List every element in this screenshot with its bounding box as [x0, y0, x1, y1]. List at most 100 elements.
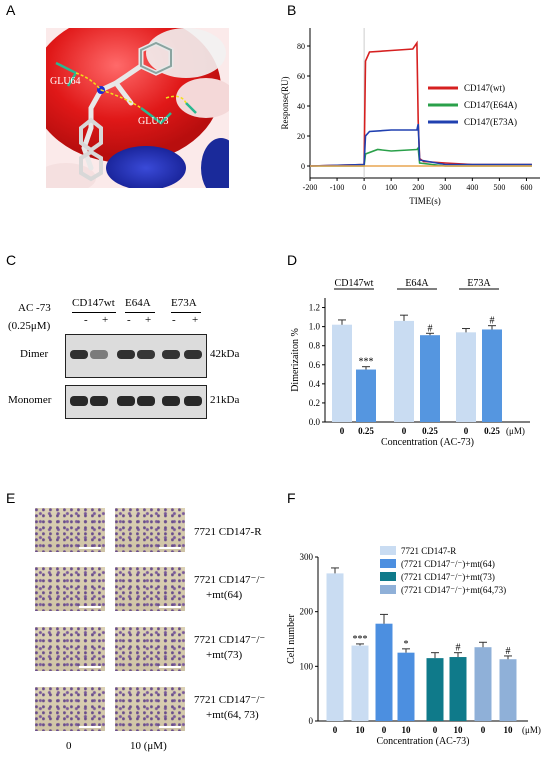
panel-label-f: F	[287, 490, 296, 506]
bar-2	[356, 369, 376, 422]
x-tick-label-5: 0	[464, 426, 469, 436]
x-axis-label: Concentration (AC-73)	[376, 736, 469, 747]
dimer-band-5	[162, 350, 180, 359]
group-label-1: CD147wt	[335, 278, 374, 289]
x-tick-label-5: 0	[433, 725, 438, 735]
x-tick-label: 600	[520, 183, 532, 192]
sign-1: -	[84, 314, 88, 326]
monomer-label: Monomer	[8, 394, 52, 406]
bar-3	[375, 623, 393, 721]
y-axis-label: Cell number	[286, 613, 297, 663]
micrograph-2-1	[35, 567, 105, 611]
y-tick-label: 0.2	[309, 398, 320, 408]
sign-2: +	[102, 314, 109, 326]
micrograph-3-1	[35, 627, 105, 671]
bar-1	[332, 324, 352, 422]
x-tick-label-1: 0	[340, 426, 345, 436]
unit-label: (μM)	[522, 725, 541, 735]
scale-bar	[159, 666, 181, 668]
legend-swatch-4	[380, 585, 396, 594]
y-tick-label: 100	[300, 661, 314, 671]
x-tick-label-4: 0.25	[422, 426, 438, 436]
significance-mark-6: #	[456, 643, 461, 654]
micrograph-1-2	[115, 508, 185, 552]
y-tick-label: 0.6	[309, 360, 321, 370]
bar-8	[499, 659, 517, 721]
series-line-2	[310, 146, 532, 167]
bar-5	[426, 658, 444, 721]
row-label-1: 7721 CD147-R	[194, 526, 262, 538]
group-label-3: E73A	[467, 278, 491, 289]
micrograph-4-2	[115, 687, 185, 731]
sign-6: +	[192, 314, 199, 326]
x-tick-label-2: 10	[356, 725, 366, 735]
bar-1	[326, 573, 344, 721]
x-tick-label: -200	[303, 183, 318, 192]
significance-mark-2: ***	[353, 634, 368, 645]
bar-4	[420, 335, 440, 422]
glu73-label: GLU73	[138, 116, 169, 127]
glu64-label: GLU64	[50, 76, 81, 87]
sign-5: -	[172, 314, 176, 326]
y-tick-label: 60	[297, 72, 305, 81]
dimer-band-4	[137, 350, 155, 359]
monomer-band-1	[70, 396, 88, 406]
bar-4	[397, 652, 415, 721]
y-tick-label: 1.0	[309, 322, 321, 332]
y-axis-label: Dimerizaiton %	[290, 328, 301, 392]
y-tick-label: 20	[297, 132, 305, 141]
legend-label-4: (7721 CD147⁻/⁻)+mt(64,73)	[401, 585, 506, 595]
legend-label-1: 7721 CD147-R	[401, 546, 456, 556]
x-tick-label: 400	[466, 183, 478, 192]
x-tick-label: 300	[439, 183, 451, 192]
x-tick-label: 0	[362, 183, 366, 192]
transwell-images-panel: 7721 CD147-R 7721 CD147⁻/⁻ +mt(64) 7721 CD1…	[0, 500, 280, 759]
x-tick-label-6: 10	[454, 725, 464, 735]
bar-6	[449, 657, 467, 721]
monomer-band-5	[162, 396, 180, 406]
legend-swatch-3	[380, 572, 396, 581]
row-sublabel-4: +mt(64, 73)	[206, 709, 259, 721]
panel-label-a: A	[6, 2, 16, 18]
significance-mark-6: #	[490, 316, 495, 327]
y-axis-label: Response(RU)	[280, 77, 290, 130]
e-x-label-2: 10 (μM)	[130, 740, 167, 752]
row-label-2: 7721 CD147⁻/⁻	[194, 574, 266, 586]
e-x-label-1: 0	[66, 740, 72, 752]
monomer-kda: 21kDa	[210, 394, 240, 406]
y-tick-label: 80	[297, 42, 305, 51]
dimer-kda: 42kDa	[210, 348, 240, 360]
molecular-docking-image: GLU64 GLU73	[46, 28, 229, 188]
row-label-3: 7721 CD147⁻/⁻	[194, 634, 266, 646]
scale-bar	[159, 547, 181, 549]
y-tick-label: 1.2	[309, 303, 320, 313]
x-tick-label-8: 10	[504, 725, 514, 735]
panel-label-d: D	[287, 252, 298, 268]
spr-sensorgram-chart: 0 20 40 60 80 -200 -100 0 100 200 300 400 500 600 TIME…	[280, 28, 540, 206]
dimer-label: Dimer	[20, 348, 49, 360]
y-tick-label: 0	[301, 162, 305, 171]
x-tick-label: -100	[330, 183, 345, 192]
treatment-dose: (0.25μM)	[8, 320, 51, 332]
bar-3	[394, 320, 414, 422]
significance-mark-4: *	[404, 639, 409, 650]
legend-label-2: CD147(E64A)	[464, 100, 517, 110]
x-tick-label-3: 0	[382, 725, 387, 735]
y-tick-label: 0.8	[309, 341, 321, 351]
series-line-3	[309, 123, 532, 167]
x-tick-label-2: 0.25	[358, 426, 374, 436]
legend-label-3: CD147(E73A)	[464, 117, 517, 127]
scale-bar	[79, 547, 101, 549]
significance-mark-2: ***	[359, 357, 374, 368]
legend-swatch-1	[380, 546, 396, 555]
dimer-band-3	[117, 350, 135, 359]
sign-3: -	[127, 314, 131, 326]
dimer-band-2	[90, 350, 108, 359]
scale-bar	[79, 606, 101, 608]
blot-group-1: CD147wt	[72, 297, 115, 309]
x-tick-label-1: 0	[333, 725, 338, 735]
western-blot-panel: AC -73 (0.25μM) CD147wt E64A E73A - + - …	[0, 270, 280, 430]
legend-label-3: (7721 CD147⁻/⁻)+mt(73)	[401, 572, 495, 582]
x-tick-label: 200	[412, 183, 424, 192]
